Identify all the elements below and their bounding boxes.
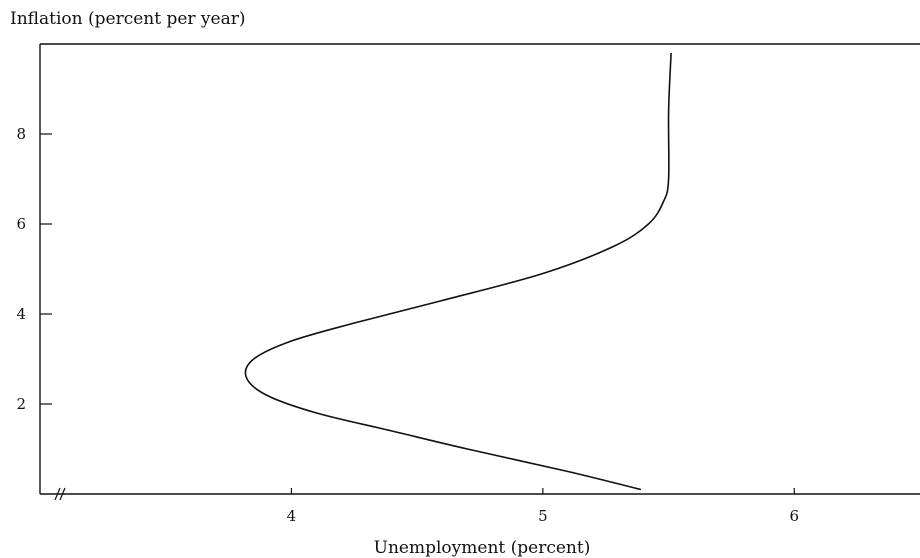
axis-break-mark-right	[59, 487, 66, 501]
x-axis-label: Unemployment (percent)	[374, 538, 591, 558]
x-tick-label: 6	[790, 507, 800, 525]
x-tick-label: 5	[538, 507, 548, 525]
x-axis-ticks: 4 5 6	[287, 488, 799, 525]
axis-break-mark-left	[54, 487, 61, 501]
y-tick-label: 6	[16, 215, 26, 233]
y-tick-label: 4	[16, 305, 26, 323]
inflation-unemployment-curve	[244, 52, 672, 491]
x-tick-label: 4	[287, 507, 297, 525]
y-tick-label: 8	[16, 125, 26, 143]
y-axis-label: Inflation (percent per year)	[10, 9, 246, 29]
y-axis-ticks: 2 4 6 8	[16, 125, 52, 413]
y-tick-label: 2	[16, 395, 26, 413]
